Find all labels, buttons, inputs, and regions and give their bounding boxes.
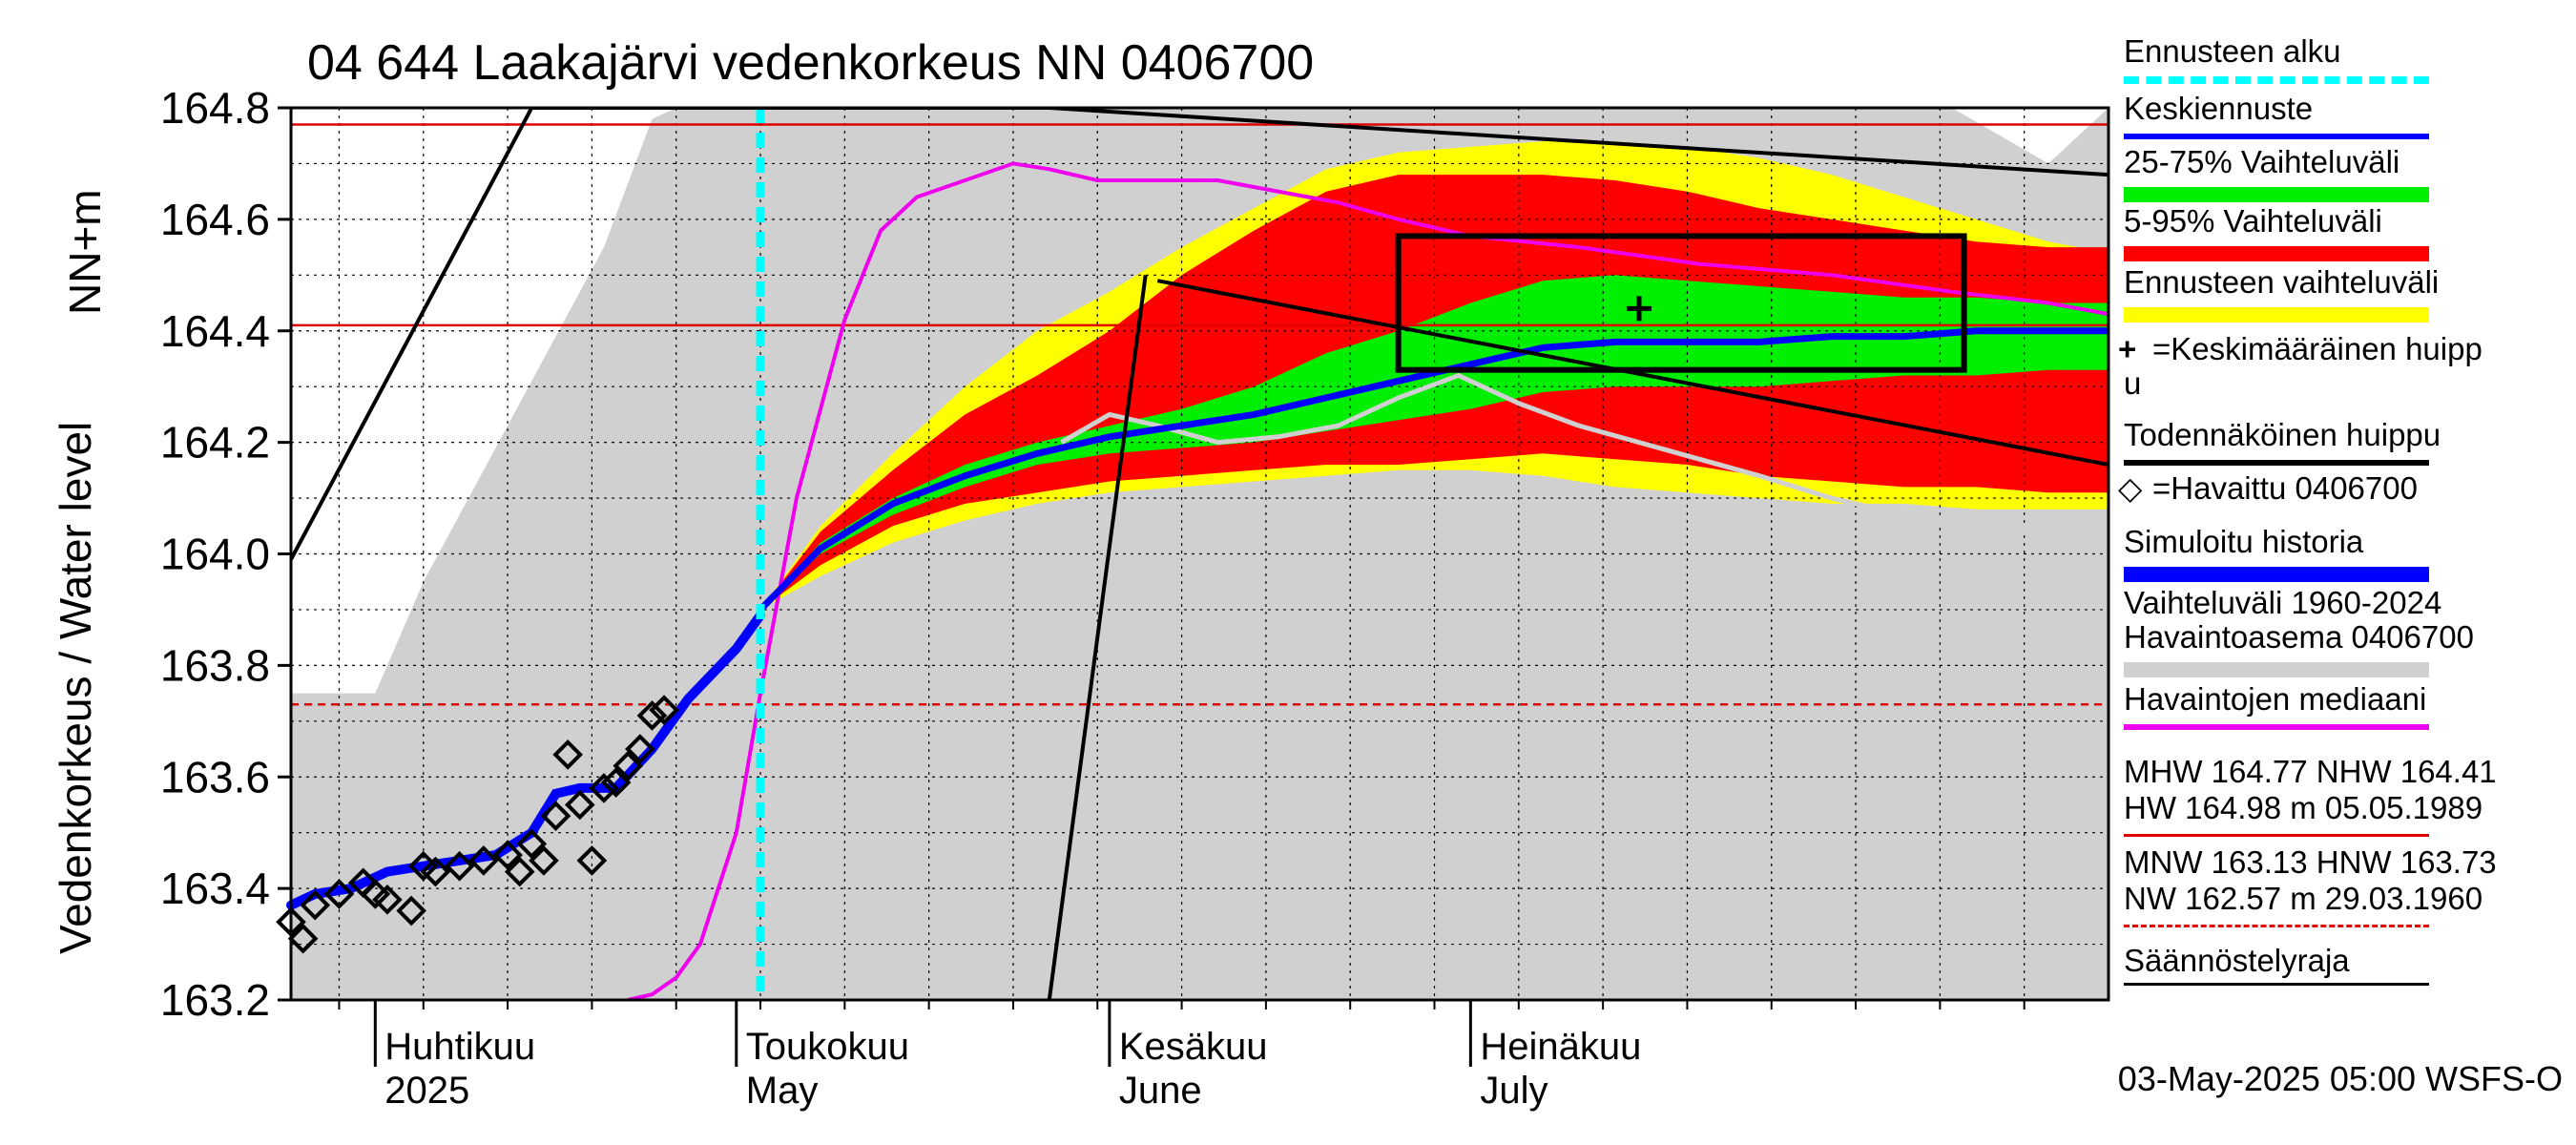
observed-point — [552, 739, 583, 770]
legend-swatch — [2124, 134, 2429, 139]
legend-stat-swatch — [2124, 925, 2429, 927]
legend-label: =Keskimääräinen huipp — [2152, 331, 2483, 366]
observed-points — [276, 695, 679, 954]
legend-stat-swatch — [2124, 834, 2429, 837]
observed-point — [516, 828, 548, 860]
month-label-fi: Toukokuu — [746, 1026, 909, 1068]
y-tick-label: 163.8 — [160, 640, 270, 690]
observed-point — [360, 879, 391, 909]
observed-median-line — [627, 161, 2109, 1000]
y-tick-label: 164.2 — [160, 418, 270, 468]
observed-point — [540, 801, 571, 831]
observed-point — [407, 850, 439, 882]
y-tick-label: 164.0 — [160, 530, 270, 579]
month-label-fi: Kesäkuu — [1119, 1026, 1268, 1068]
legend-label: Keskiennuste — [2124, 91, 2314, 126]
observed-point — [300, 889, 331, 921]
observed-point — [600, 767, 632, 798]
legend-label: Simuloitu historia — [2124, 524, 2364, 559]
observed-point — [372, 884, 403, 915]
month-label-fi: Heinäkuu — [1480, 1026, 1641, 1068]
legend-stat-line1: MNW 163.13 HNW 163.73 — [2124, 844, 2497, 880]
month-label-en: May — [746, 1070, 819, 1112]
legend-marker-icon: ◇ — [2118, 470, 2143, 506]
observed-point — [444, 850, 475, 882]
legend-swatch — [2124, 724, 2429, 730]
probable-peak-box — [1395, 233, 1967, 373]
month-label-en: July — [1480, 1070, 1548, 1112]
previous-year-line — [1060, 372, 2109, 540]
probable-peak-line-1 — [291, 108, 2109, 561]
legend-label-continued: u — [2124, 365, 2142, 401]
forecast-25-75-band — [760, 275, 2109, 610]
observed-point — [625, 734, 655, 764]
observed-point — [589, 773, 619, 803]
y-tick-label: 163.6 — [160, 752, 270, 802]
legend-stat-line2: NW 162.57 m 29.03.1960 — [2124, 881, 2483, 916]
y-tick-label: 164.8 — [160, 83, 270, 133]
chart-title: 04 644 Laakajärvi vedenkorkeus NN 040670… — [307, 35, 1315, 91]
footer-timestamp: 03-May-2025 05:00 WSFS-O — [2117, 1059, 2563, 1098]
legend-swatch — [2124, 567, 2429, 582]
legend-label: Ennusteen alku — [2124, 33, 2341, 69]
month-label-fi: Huhtikuu — [384, 1026, 535, 1068]
legend-swatch — [2124, 662, 2429, 677]
legend: Ennusteen alku Keskiennuste 25-75% Vaihtel… — [2118, 0, 2563, 1145]
observed-point — [564, 789, 595, 821]
legend-stat-line1: MHW 164.77 NHW 164.41 — [2124, 754, 2497, 789]
legend-label: Todennäköinen huippu — [2124, 417, 2441, 452]
legend-label: Vaihteluväli 1960-2024 — [2124, 585, 2442, 620]
grid-lines — [291, 108, 2109, 1000]
legend-label: 25-75% Vaihteluväli — [2124, 144, 2400, 179]
legend-marker-icon: + — [2118, 331, 2137, 366]
observed-point — [323, 879, 355, 909]
legend-label: =Havaittu 0406700 — [2152, 470, 2418, 506]
legend-swatch — [2124, 187, 2429, 202]
month-label-en: June — [1119, 1070, 1202, 1112]
legend-stat-swatch — [2124, 983, 2429, 986]
observed-point — [636, 700, 668, 731]
y-tick-label: 163.2 — [160, 975, 270, 1025]
observed-point — [468, 845, 499, 876]
observed-point — [649, 695, 679, 725]
legend-swatch — [2124, 76, 2429, 84]
legend-swatch — [2124, 460, 2429, 466]
legend-swatch — [2124, 307, 2429, 323]
legend-swatch — [2124, 246, 2429, 261]
observed-point — [396, 895, 426, 926]
observed-point — [492, 840, 523, 870]
legend-stat-line2: HW 164.98 m 05.05.1989 — [2124, 790, 2483, 825]
observed-point — [287, 923, 319, 954]
mean-peak-marker — [1626, 296, 1652, 322]
observed-point — [529, 845, 559, 876]
y-axis-unit-label: NN+m — [60, 189, 110, 315]
observed-point — [504, 856, 535, 887]
legend-stat-line1: Säännöstelyraja — [2124, 943, 2350, 978]
observed-point — [613, 750, 644, 781]
observed-point — [576, 845, 608, 876]
legend-label: Havaintojen mediaani — [2124, 681, 2427, 717]
legend-label: Ennusteen vaihteluväli — [2124, 264, 2440, 300]
observed-point — [420, 856, 451, 887]
y-tick-label: 164.6 — [160, 195, 270, 244]
y-tick-label: 163.4 — [160, 864, 270, 913]
month-label-en: 2025 — [384, 1070, 469, 1112]
legend-label-continued: Havaintoasema 0406700 — [2124, 619, 2474, 655]
y-axis-label: Vedenkorkeus / Water level — [51, 421, 100, 954]
legend-label: 5-95% Vaihteluväli — [2124, 203, 2382, 239]
probable-peak-line-2 — [1047, 275, 1148, 1000]
y-tick-label: 164.4 — [160, 306, 270, 356]
